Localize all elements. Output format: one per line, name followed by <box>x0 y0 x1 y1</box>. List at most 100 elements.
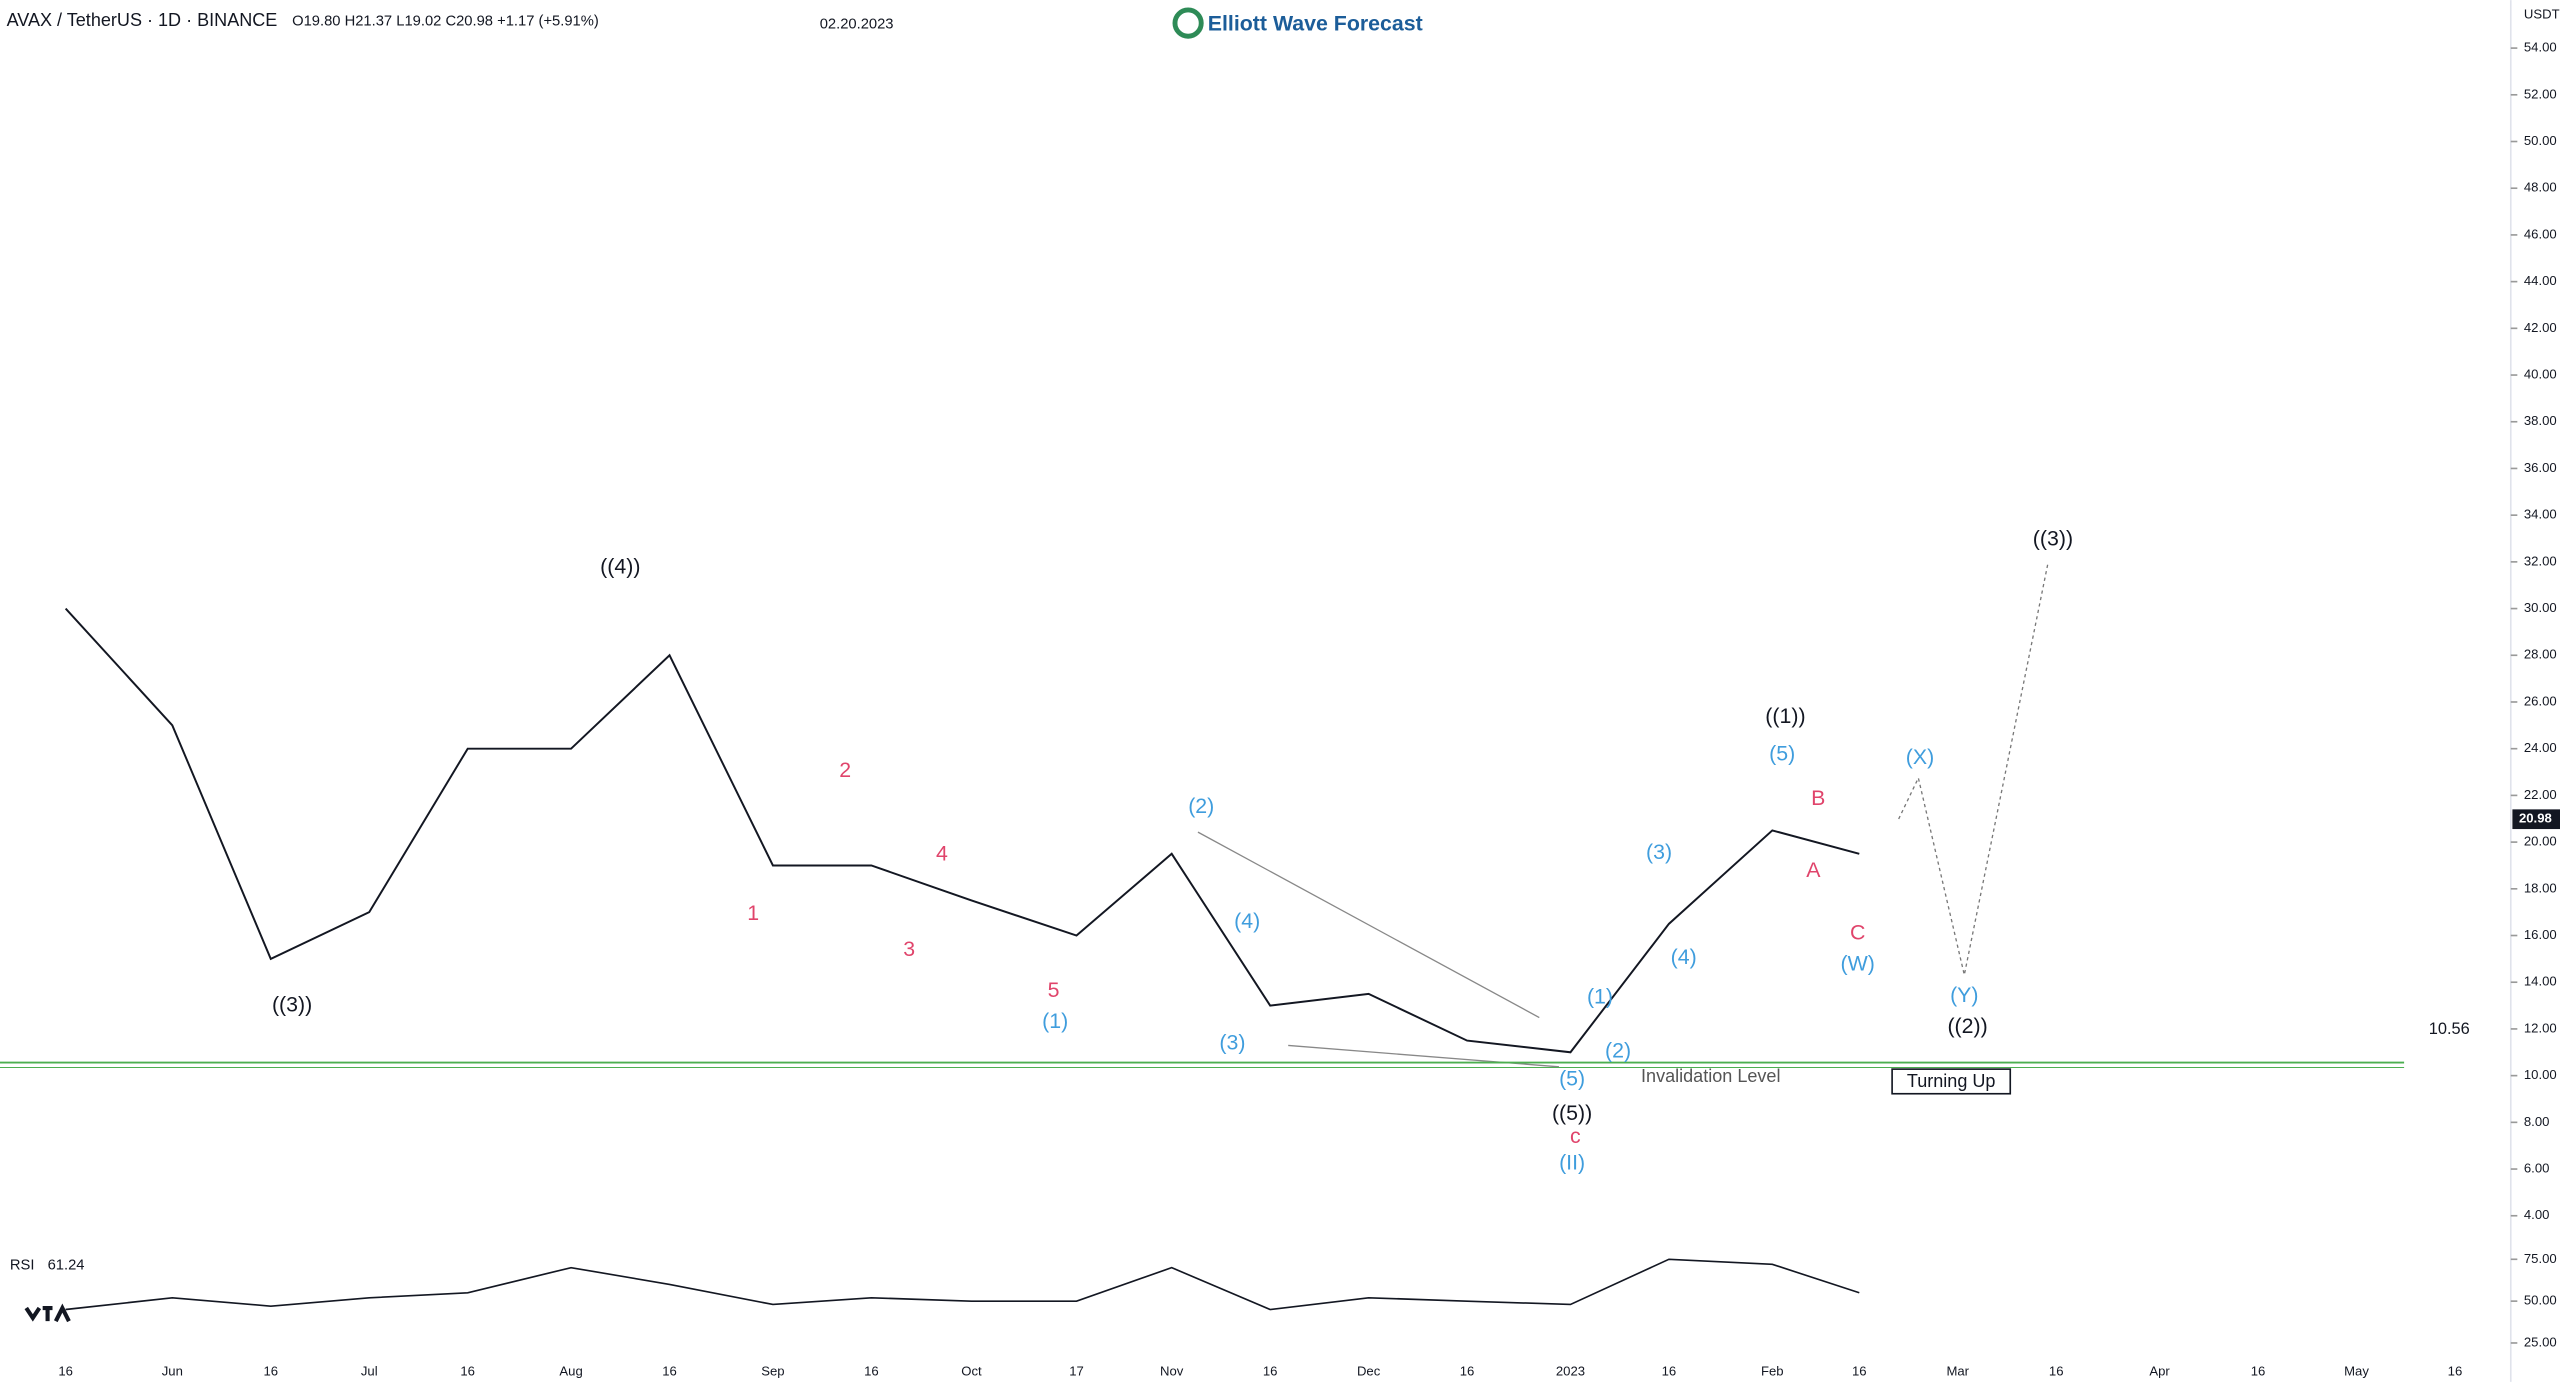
wave-label: 1 <box>747 901 759 925</box>
y-tick-label: 36.00 <box>2524 460 2557 475</box>
y-tick-label: 8.00 <box>2524 1114 2550 1129</box>
y-tick-label: 42.00 <box>2524 320 2557 335</box>
wave-label: ((5)) <box>1552 1101 1592 1125</box>
wave-label: A <box>1806 858 1821 882</box>
y-tick-label: 32.00 <box>2524 553 2557 568</box>
turning-label: Turning Up <box>1907 1071 1996 1091</box>
x-tick-label: Feb <box>1761 1363 1784 1378</box>
x-tick-label: 16 <box>263 1363 278 1378</box>
y-tick-label: 50.00 <box>2524 133 2557 148</box>
tv-logo <box>24 1303 71 1323</box>
y-tick-label: 28.00 <box>2524 647 2557 662</box>
y-tick-label: 46.00 <box>2524 226 2557 241</box>
x-tick-label: 16 <box>1662 1363 1677 1378</box>
x-tick-label: 16 <box>1852 1363 1867 1378</box>
x-tick-label: 16 <box>1263 1363 1278 1378</box>
wave-label: ((1)) <box>1765 704 1805 728</box>
last-price: 20.98 <box>2519 811 2552 826</box>
wave-label: ((3)) <box>2033 527 2073 551</box>
x-tick-label: Oct <box>961 1363 982 1378</box>
trendline <box>1197 831 1540 1019</box>
y-tick-label: 25.00 <box>2524 1334 2557 1349</box>
wave-label: c <box>1570 1124 1581 1148</box>
wave-label: 4 <box>936 842 948 866</box>
y-tick-label: 44.00 <box>2524 273 2557 288</box>
x-tick-label: 16 <box>2049 1363 2064 1378</box>
axis-unit: USDT <box>2524 6 2560 21</box>
wave-label: (4) <box>1234 909 1260 933</box>
level-label: Invalidation Level <box>1641 1066 1780 1086</box>
y-tick-label: 12.00 <box>2524 1020 2557 1035</box>
x-tick-label: Jun <box>162 1363 183 1378</box>
logo <box>1172 7 1204 39</box>
x-tick-label: Aug <box>559 1363 582 1378</box>
brand: Elliott Wave Forecast <box>1208 11 1423 35</box>
x-tick-label: 16 <box>662 1363 677 1378</box>
wave-label: 2 <box>839 758 851 782</box>
y-tick-label: 48.00 <box>2524 180 2557 195</box>
wave-label: (4) <box>1671 945 1697 969</box>
wave-label: (1) <box>1042 1009 1068 1033</box>
wave-label: B <box>1811 786 1825 810</box>
x-tick-label: 17 <box>1069 1363 1084 1378</box>
wave-label: (3) <box>1646 840 1672 864</box>
y-tick-label: 16.00 <box>2524 927 2557 942</box>
last-price-badge <box>2512 809 2560 830</box>
wave-label: (2) <box>1605 1039 1631 1063</box>
wave-label: (5) <box>1769 742 1795 766</box>
wave-label: (W) <box>1840 952 1874 976</box>
y-tick-label: 10.00 <box>2524 1067 2557 1082</box>
wave-label: ((4)) <box>600 555 640 579</box>
x-tick-label: Sep <box>761 1363 784 1378</box>
wave-label: (3) <box>1219 1030 1245 1054</box>
wave-label: ((2)) <box>1947 1014 1987 1038</box>
y-tick-label: 20.00 <box>2524 834 2557 849</box>
y-tick-label: 18.00 <box>2524 880 2557 895</box>
x-tick-label: Jul <box>361 1363 378 1378</box>
y-tick-label: 26.00 <box>2524 693 2557 708</box>
projection <box>1898 562 2049 976</box>
y-tick-label: 50.00 <box>2524 1293 2557 1308</box>
x-tick-label: May <box>2344 1363 2369 1378</box>
x-tick-label: Nov <box>1160 1363 1184 1378</box>
y-tick-label: 6.00 <box>2524 1161 2550 1176</box>
x-tick-label: Apr <box>2149 1363 2170 1378</box>
x-tick-label: 16 <box>2251 1363 2266 1378</box>
y-tick-label: 40.00 <box>2524 367 2557 382</box>
series-line <box>64 607 1860 1054</box>
y-tick-label: 38.00 <box>2524 413 2557 428</box>
x-tick-label: Dec <box>1357 1363 1381 1378</box>
date: 02.20.2023 <box>820 17 894 33</box>
y-tick-label: 75.00 <box>2524 1251 2557 1266</box>
wave-label: (2) <box>1188 794 1214 818</box>
wave-label: (5) <box>1559 1067 1585 1091</box>
trendline <box>1288 1044 1560 1068</box>
wave-label: 5 <box>1048 978 1060 1002</box>
rsi-title: RSI <box>10 1257 35 1273</box>
wave-label: (Y) <box>1950 983 1978 1007</box>
y-tick-label: 54.00 <box>2524 40 2557 55</box>
y-tick-label: 4.00 <box>2524 1207 2550 1222</box>
wave-label: (II) <box>1559 1150 1585 1174</box>
wave-label: (1) <box>1587 985 1613 1009</box>
y-tick-label: 22.00 <box>2524 787 2557 802</box>
x-tick-label: 16 <box>1460 1363 1475 1378</box>
y-tick-label: 52.00 <box>2524 86 2557 101</box>
x-tick-label: 16 <box>864 1363 879 1378</box>
x-tick-label: 16 <box>460 1363 475 1378</box>
level-value: 10.56 <box>2429 1020 2470 1038</box>
x-tick-label: 2023 <box>1556 1363 1585 1378</box>
y-tick-label: 30.00 <box>2524 600 2557 615</box>
y-tick-label: 14.00 <box>2524 974 2557 989</box>
x-tick-label: 16 <box>2448 1363 2463 1378</box>
series-line <box>65 1258 1860 1311</box>
ohlc: O19.80 H21.37 L19.02 C20.98 +1.17 (+5.91… <box>292 13 599 29</box>
symbol: AVAX / TetherUS · 1D · BINANCE <box>7 10 278 30</box>
y-tick-label: 24.00 <box>2524 740 2557 755</box>
wave-label: 3 <box>903 937 915 961</box>
wave-label: C <box>1850 921 1865 945</box>
turning-box <box>1891 1068 2012 1095</box>
y-tick-label: 34.00 <box>2524 507 2557 522</box>
